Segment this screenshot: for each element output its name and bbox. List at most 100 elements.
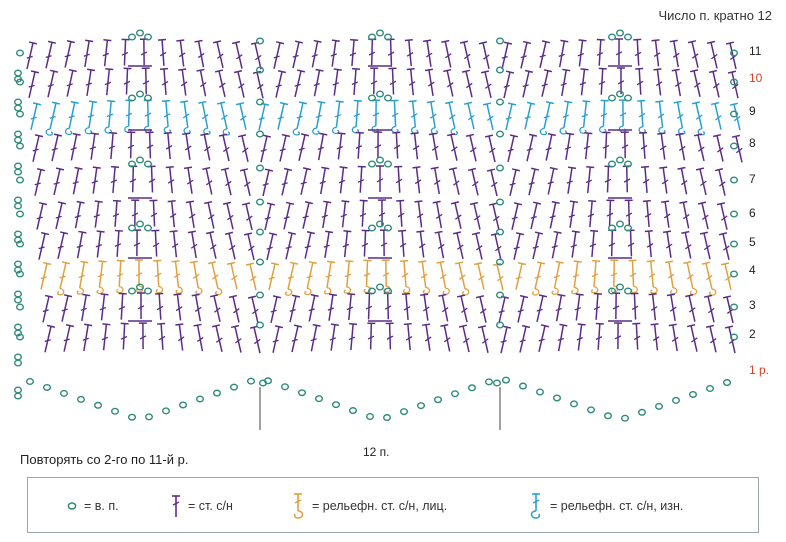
row-number: 2 — [749, 327, 756, 341]
dc-stitch — [710, 101, 722, 130]
dc-stitch — [63, 324, 74, 352]
chain-stitch — [195, 395, 204, 403]
dc-stitch — [386, 38, 395, 66]
chain-stitch — [496, 258, 505, 266]
dc-stitch — [587, 199, 597, 228]
dc-stitch — [230, 324, 242, 353]
chain-stitch — [16, 49, 25, 57]
dc-stitch — [541, 69, 553, 97]
dc-stitch — [616, 67, 625, 95]
dc-stitch — [555, 293, 566, 322]
chain-stitch — [366, 413, 375, 421]
chain-stitch — [570, 400, 579, 408]
dc-stitch — [661, 200, 671, 228]
chain-stitch — [616, 283, 625, 291]
dc-stitch — [703, 294, 715, 323]
dc-stitch — [651, 39, 661, 67]
dc-stitch — [120, 322, 129, 350]
chain-stitch — [434, 396, 443, 404]
chain-stitch — [608, 160, 617, 168]
chain-stitch — [135, 220, 144, 228]
front-post-stitch — [418, 260, 431, 295]
dc-stitch — [159, 67, 169, 95]
chain-stitch — [417, 402, 426, 410]
chain-stitch — [13, 196, 22, 204]
chain-stitch — [256, 98, 265, 106]
chain-stitch — [60, 389, 69, 397]
dc-stitch — [657, 132, 667, 160]
front-post-stitch — [153, 259, 164, 294]
dc-stitch — [243, 232, 255, 261]
dc-stitch — [260, 134, 272, 163]
dc-stitch — [64, 39, 75, 68]
dc-stitch — [685, 293, 696, 322]
dc-stitch — [310, 323, 321, 352]
chain-stitch — [13, 260, 22, 268]
back-post-stitch — [45, 101, 61, 136]
dc-stitch — [80, 293, 91, 322]
row-number: 9 — [749, 104, 756, 118]
dc-stitch — [659, 166, 669, 194]
chain-stitch — [13, 296, 22, 304]
dc-stitch — [74, 200, 85, 229]
dc-stitch — [593, 292, 602, 320]
dc-stitch — [250, 41, 262, 70]
chain-stitch — [259, 379, 268, 387]
dc-stitch — [412, 166, 422, 194]
chain-stitch — [689, 390, 698, 398]
chain-stitch — [256, 258, 265, 266]
chain-stitch — [553, 394, 562, 402]
front-post-stitch — [56, 261, 71, 296]
chain-stitch — [13, 168, 22, 176]
dc-stitch — [368, 38, 377, 66]
dc-stitch — [424, 68, 435, 96]
front-post-stitch — [284, 261, 299, 296]
dc-stitch — [127, 131, 136, 159]
dc-stitch — [606, 199, 615, 227]
back-post-stitch — [426, 100, 439, 135]
dc-stitch — [564, 132, 575, 160]
dc-stitch — [394, 165, 403, 193]
dc-stitch — [270, 295, 282, 323]
dc-stitch — [264, 202, 276, 231]
dc-stitch — [91, 166, 101, 194]
chain-stitch — [730, 303, 739, 311]
dc-stitch — [517, 294, 529, 323]
dc-stitch — [452, 231, 464, 260]
dc-stitch — [549, 200, 560, 229]
chain-stitch — [587, 406, 596, 414]
chain-stitch — [256, 321, 265, 329]
dc-stitch — [463, 101, 475, 130]
chain-stitch — [451, 390, 460, 398]
chain-stitch — [13, 290, 22, 298]
dc-stitch — [149, 199, 158, 227]
dc-stitch — [530, 201, 542, 230]
chain-stitch — [256, 164, 265, 172]
dc-stitch — [615, 38, 624, 66]
dc-stitch — [577, 39, 587, 67]
chain-stitch — [376, 283, 385, 291]
chain-stitch — [730, 210, 739, 218]
legend-item-front-post: = рельефн. ст. с/н, лиц. — [290, 478, 447, 534]
dc-stitch — [620, 131, 629, 159]
dc-stitch — [329, 323, 339, 351]
chain-stitch — [13, 359, 22, 367]
dc-stitch — [327, 293, 338, 321]
dc-stitch — [206, 231, 217, 259]
dc-stitch — [338, 166, 348, 194]
dc-stitch — [285, 231, 297, 260]
dc-stitch — [53, 167, 65, 196]
dc-stitch — [598, 67, 607, 95]
dc-stitch — [224, 231, 236, 260]
chain-stitch — [16, 176, 25, 184]
front-post-dc-icon — [293, 493, 304, 519]
chain-stitch — [608, 224, 617, 232]
dc-stitch — [583, 132, 593, 160]
dc-stitch — [509, 168, 521, 197]
chain-stitch — [161, 407, 170, 415]
back-post-stitch — [559, 100, 573, 135]
dc-stitch — [355, 131, 364, 159]
dc-stitch — [367, 322, 376, 350]
chain-stitch — [135, 283, 144, 291]
double-crochet-icon — [172, 495, 180, 517]
